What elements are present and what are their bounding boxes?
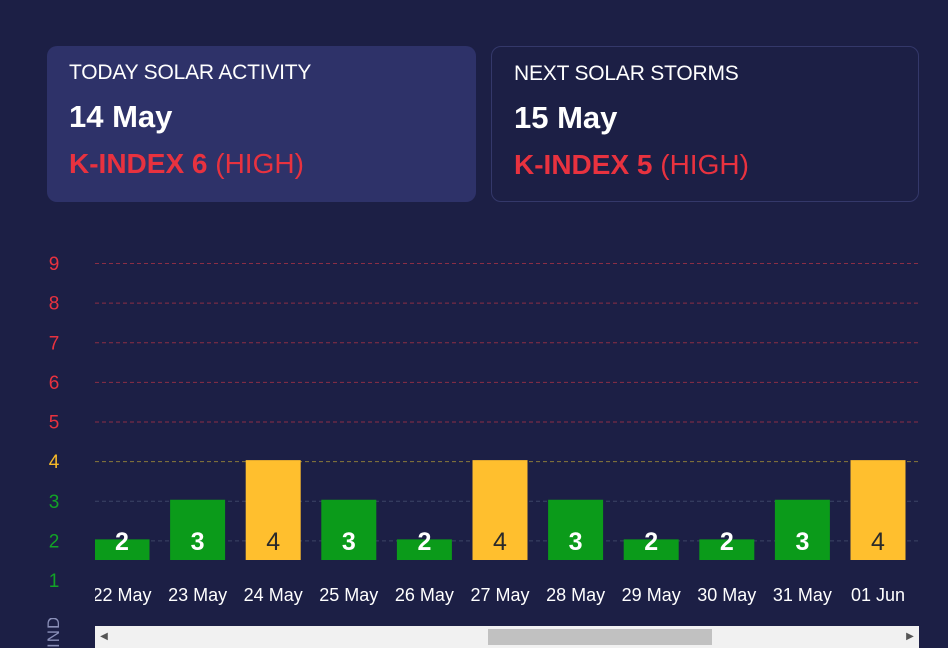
next-card-title: NEXT SOLAR STORMS <box>514 62 739 85</box>
today-kindex-value: K-INDEX 6 <box>69 148 208 179</box>
x-tick-label: 26 May <box>395 585 454 605</box>
y-tick-label: 9 <box>49 254 60 275</box>
scroll-left-arrow-icon[interactable]: ◀ <box>100 631 108 642</box>
bar <box>321 499 377 560</box>
bar <box>170 499 226 560</box>
bar <box>472 460 528 560</box>
bar-data-label: 2 <box>115 528 129 556</box>
bar-data-label: 2 <box>644 528 658 556</box>
today-activity-card: TODAY SOLAR ACTIVITY 14 May K-INDEX 6 (H… <box>47 46 476 202</box>
next-kindex-level: (HIGH) <box>660 149 749 180</box>
bar <box>850 460 906 560</box>
x-tick-label: 29 May <box>622 585 681 605</box>
today-kindex: K-INDEX 6 (HIGH) <box>69 148 454 180</box>
x-tick-label: 22 May <box>92 585 151 605</box>
bar <box>548 499 604 560</box>
x-tick-label: 01 Jun <box>851 585 905 605</box>
y-tick-label: 2 <box>49 531 60 552</box>
bar <box>774 499 830 560</box>
bar <box>396 539 452 560</box>
x-tick-label: 31 May <box>773 585 832 605</box>
bar-data-label: 4 <box>266 528 280 556</box>
bar-data-label: 3 <box>795 528 809 556</box>
y-tick-label: 5 <box>49 413 60 434</box>
next-kindex: K-INDEX 5 (HIGH) <box>514 149 896 181</box>
bar <box>699 539 755 560</box>
bar <box>245 460 301 560</box>
y-tick-label: 6 <box>49 373 60 394</box>
x-tick-label: 25 May <box>319 585 378 605</box>
y-axis-label-clip: INDEX <box>40 618 70 648</box>
x-tick-label: 24 May <box>244 585 303 605</box>
bars-group: 2 22 May 3 23 May 4 24 May 3 25 May 2 26 May 4 27 M… <box>92 460 906 605</box>
today-date: 14 May <box>69 99 173 134</box>
bar-data-label: 3 <box>191 528 205 556</box>
y-tick-label: 1 <box>49 571 60 592</box>
x-tick-label: 27 May <box>470 585 529 605</box>
today-card-title: TODAY SOLAR ACTIVITY <box>69 61 312 84</box>
next-kindex-value: K-INDEX 5 <box>514 149 653 180</box>
x-tick-label: 30 May <box>697 585 756 605</box>
y-tick-label: 3 <box>49 492 60 513</box>
x-tick-label: 28 May <box>546 585 605 605</box>
scroll-right-arrow-icon[interactable]: ▶ <box>906 631 914 642</box>
scrollbar-thumb[interactable] <box>488 629 712 645</box>
y-axis-label: INDEX <box>44 618 63 648</box>
bar-data-label: 3 <box>569 528 583 556</box>
bar-data-label: 2 <box>417 528 431 556</box>
y-tick-label: 7 <box>49 333 60 354</box>
next-storms-card: NEXT SOLAR STORMS 15 May K-INDEX 5 (HIGH… <box>491 46 919 202</box>
bar <box>623 539 679 560</box>
x-tick-label: 23 May <box>168 585 227 605</box>
y-tick-label: 8 <box>49 294 60 315</box>
bar-data-label: 4 <box>493 528 507 556</box>
bar-data-label: 4 <box>871 528 885 556</box>
bar <box>95 539 150 560</box>
chart-horizontal-scrollbar[interactable]: ◀ ▶ <box>95 626 919 648</box>
next-date: 15 May <box>514 100 618 135</box>
today-kindex-level: (HIGH) <box>215 148 304 179</box>
bar-data-label: 3 <box>342 528 356 556</box>
y-tick-label: 4 <box>49 452 60 473</box>
bar-data-label: 2 <box>720 528 734 556</box>
